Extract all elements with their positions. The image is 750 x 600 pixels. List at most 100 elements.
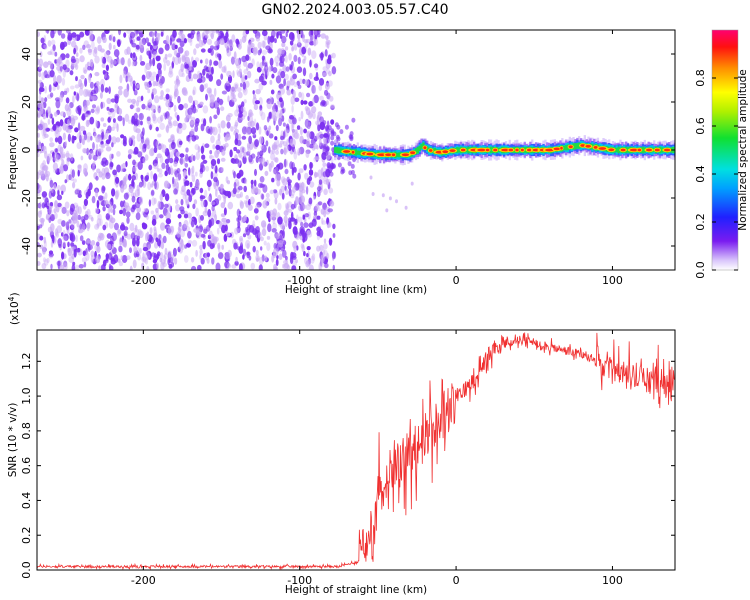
noise-dot [246, 251, 251, 256]
noise-dot [302, 214, 306, 220]
noise-dot [148, 71, 152, 78]
noise-dot [210, 45, 214, 50]
noise-dot [139, 44, 145, 54]
noise-dot [213, 45, 219, 51]
noise-dot [82, 44, 86, 50]
noise-dot [313, 39, 317, 47]
noise-dot [293, 148, 297, 155]
noise-dot [230, 56, 235, 65]
noise-dot [236, 87, 242, 93]
noise-dot [37, 252, 42, 258]
noise-dot [191, 239, 198, 247]
noise-dot [297, 84, 302, 90]
noise-dot [54, 200, 58, 209]
noise-dot [258, 256, 264, 266]
noise-dot [176, 126, 180, 134]
noise-dot [126, 216, 130, 224]
noise-dot [74, 189, 78, 196]
noise-dot [236, 71, 242, 77]
noise-dot [195, 181, 201, 188]
noise-dot [97, 235, 102, 242]
noise-dot [108, 220, 114, 229]
noise-dot [280, 148, 284, 155]
noise-dot [178, 31, 183, 36]
noise-dot [293, 132, 299, 139]
noise-dot [49, 202, 54, 207]
noise-dot [157, 55, 161, 61]
colorbar-tick-label: 0.2 [694, 213, 707, 231]
noise-dot [148, 98, 152, 105]
noise-dot [50, 240, 54, 248]
noise-dot [212, 172, 218, 178]
band-cell [396, 152, 399, 157]
noise-dot [215, 30, 219, 34]
noise-dot [106, 243, 112, 250]
noise-dot [122, 208, 127, 216]
noise-dot [59, 111, 66, 117]
noise-dot [268, 146, 271, 154]
noise-dot [264, 255, 268, 262]
noise-dot [314, 156, 320, 161]
noise-dot [49, 205, 52, 211]
noise-dot [159, 193, 163, 202]
noise-dot [323, 180, 328, 185]
noise-dot [276, 31, 279, 39]
noise-dot [102, 259, 107, 267]
noise-dot [83, 198, 88, 207]
noise-dot [117, 58, 121, 64]
noise-dot [261, 40, 267, 48]
noise-dot [125, 75, 128, 83]
noise-dot [136, 83, 140, 89]
noise-dot [253, 104, 259, 111]
colorbar-gradient [712, 30, 738, 270]
noise-dot [50, 30, 55, 39]
noise-dot [39, 201, 42, 210]
noise-dot [165, 181, 171, 188]
noise-dot [261, 55, 265, 61]
noise-dot [297, 56, 301, 65]
noise-dot [317, 189, 321, 198]
noise-dot [148, 164, 153, 171]
band-cell [422, 142, 425, 149]
noise-dot [272, 103, 276, 113]
band-cell [420, 144, 423, 149]
noise-dot [94, 108, 100, 115]
noise-dot [60, 184, 66, 193]
snr-x-label: Height of straight line (km) [285, 584, 427, 596]
noise-dot [243, 68, 249, 75]
noise-dot [211, 205, 215, 212]
noise-dot [285, 203, 289, 211]
noise-dot [311, 106, 317, 114]
noise-dot [59, 152, 64, 161]
noise-dot [102, 206, 106, 212]
noise-dot [263, 125, 268, 131]
noise-dot [134, 224, 138, 233]
noise-dot [329, 200, 335, 207]
noise-dot [135, 100, 140, 107]
noise-dot [177, 56, 182, 64]
noise-dot [309, 40, 315, 46]
core-blob [608, 148, 615, 152]
noise-dot [168, 157, 174, 164]
noise-dot [301, 46, 307, 55]
noise-dot [80, 155, 84, 161]
noise-dot [255, 226, 260, 234]
noise-dot [94, 55, 100, 64]
noise-dot [169, 165, 173, 174]
noise-dot [305, 151, 310, 159]
noise-dot [241, 135, 247, 140]
noise-dot [81, 257, 87, 263]
noise-dot [244, 178, 248, 185]
noise-dot [108, 34, 112, 41]
stray-dot [369, 175, 373, 180]
noise-dot [175, 199, 179, 205]
noise-dot [120, 255, 124, 261]
noise-dot [151, 48, 157, 55]
noise-dot [53, 212, 58, 219]
noise-dot [289, 40, 294, 46]
band-cell [458, 147, 461, 153]
noise-dot [327, 208, 334, 213]
noise-dot [196, 33, 202, 42]
noise-dot [220, 73, 224, 80]
noise-dot [47, 226, 53, 233]
